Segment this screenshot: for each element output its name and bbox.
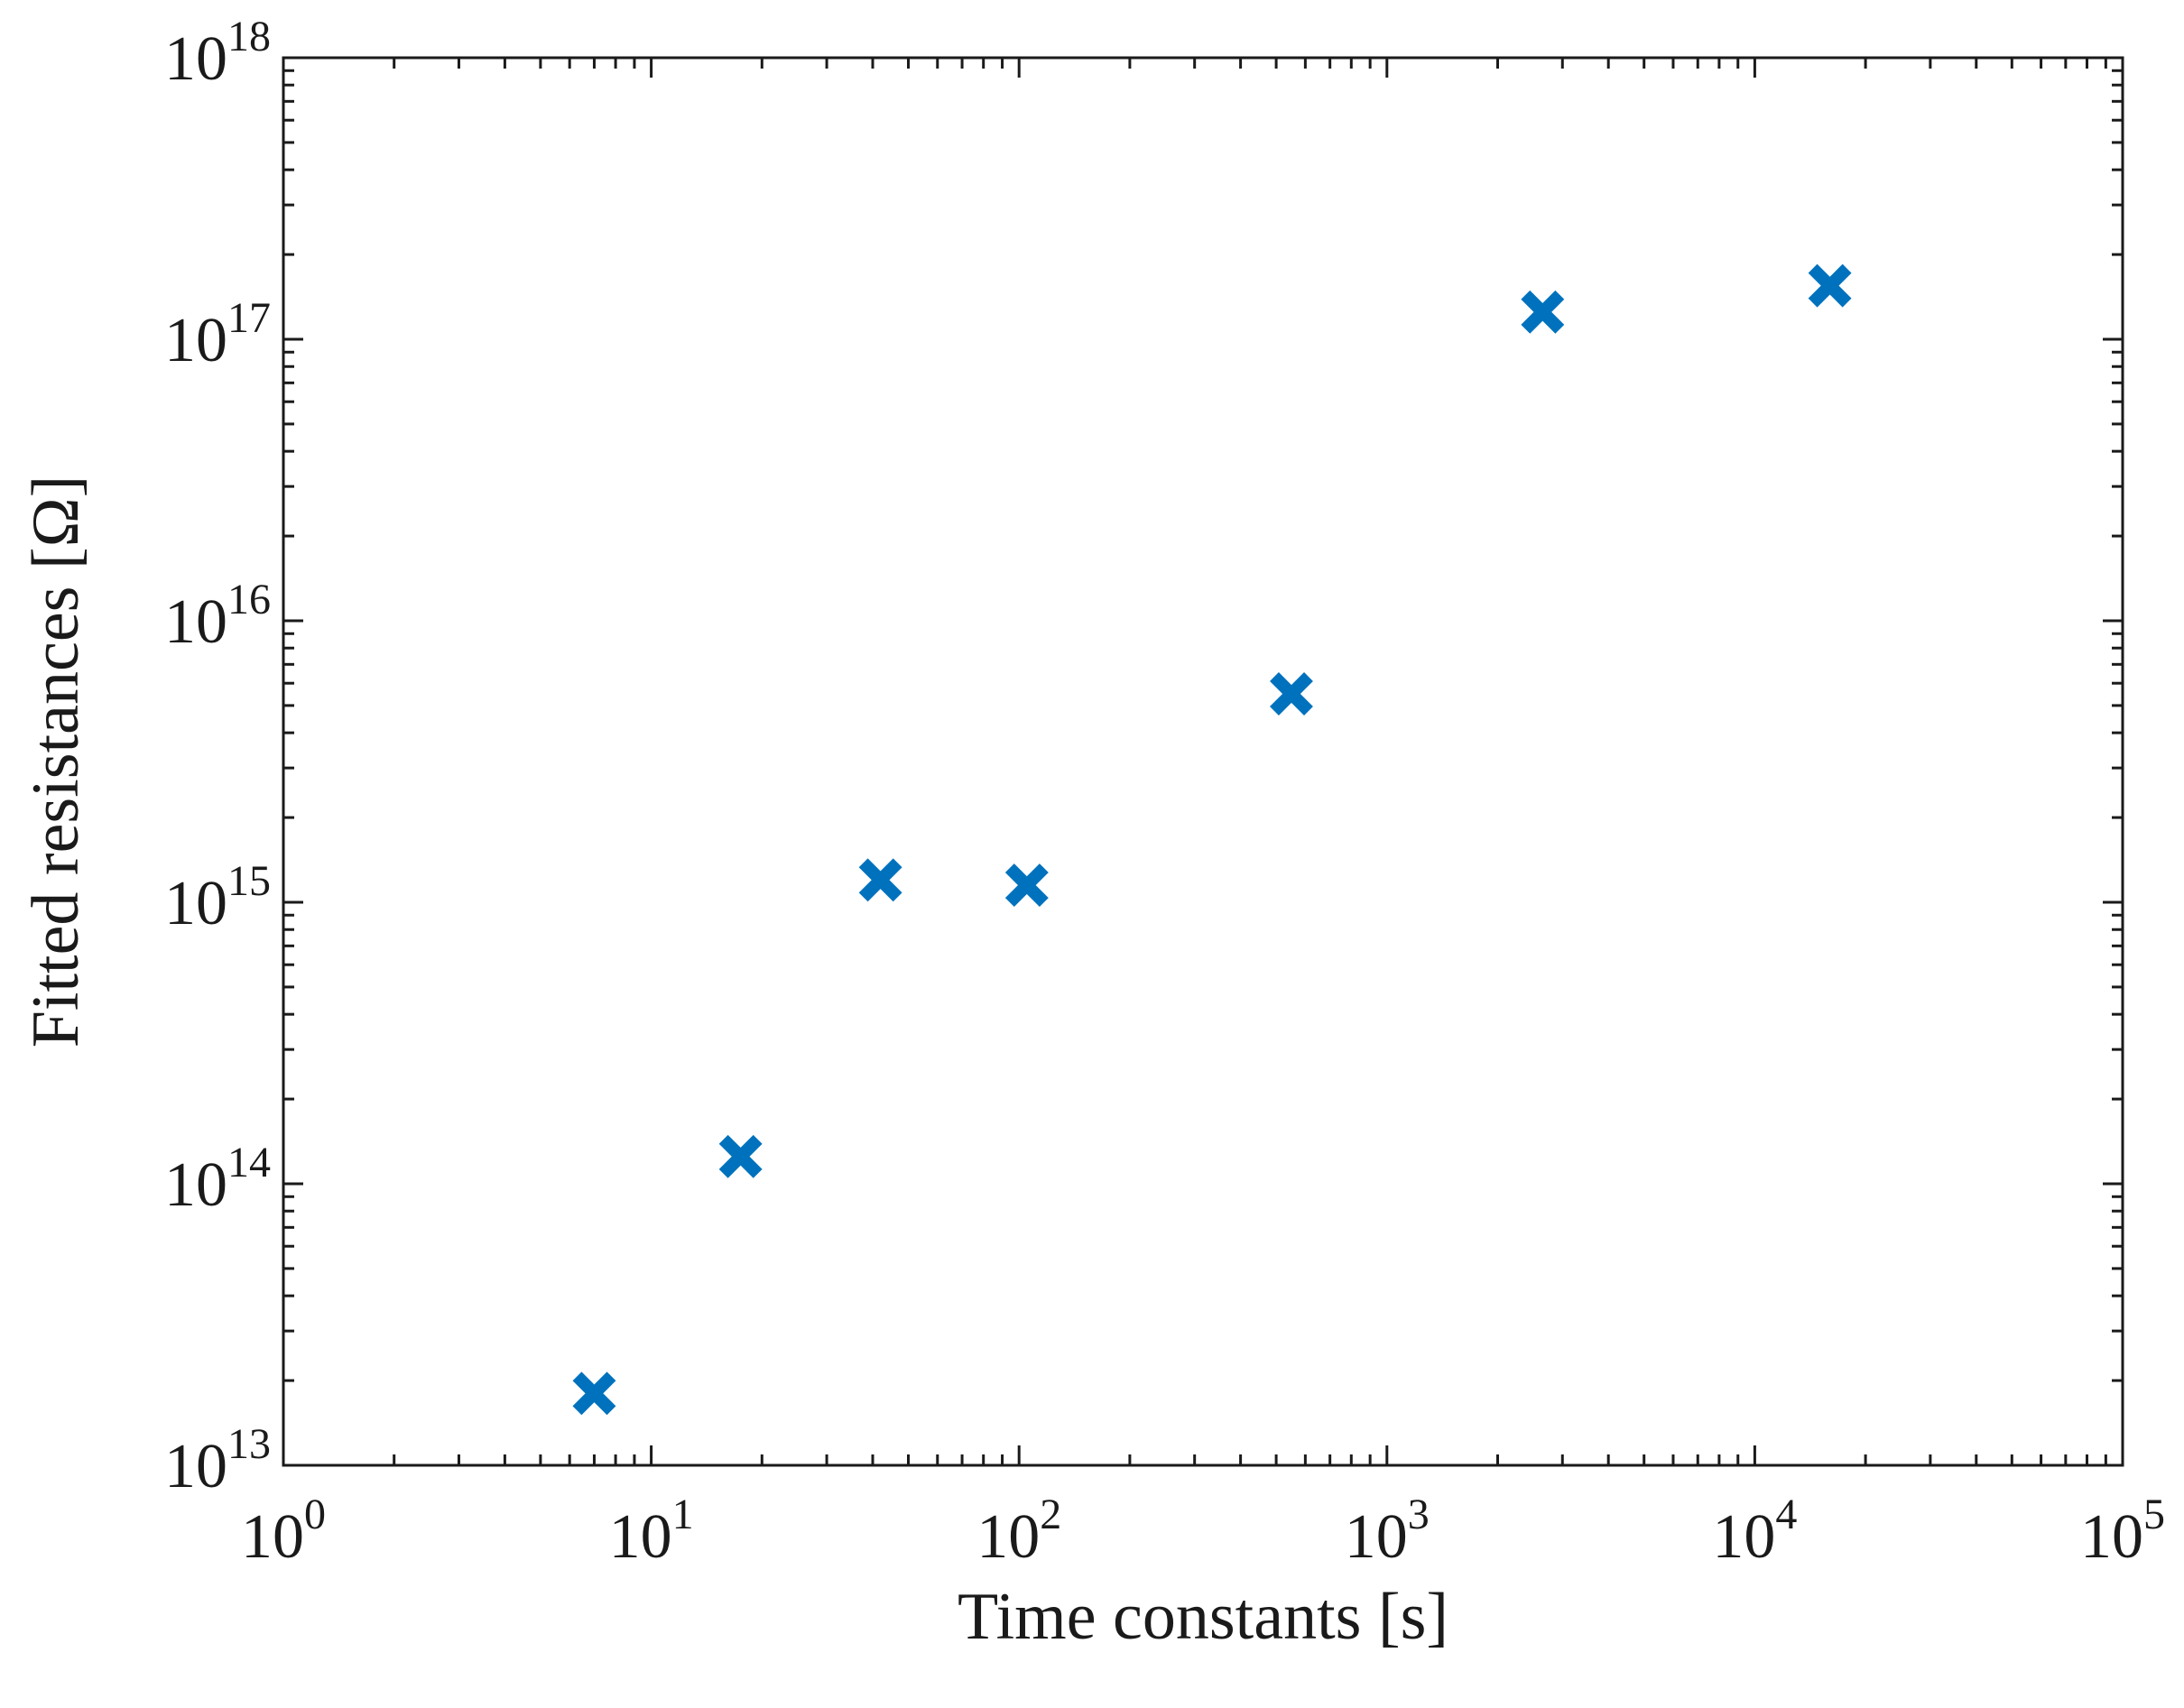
data-points: [572, 263, 1852, 1416]
x-tick-label: 102: [976, 1491, 1061, 1572]
y-tick-label: 1018: [164, 13, 271, 94]
axis-ticks: [282, 56, 2124, 1467]
x-tick-label: 103: [1345, 1491, 1430, 1572]
y-tick-label: 1016: [164, 576, 271, 657]
y-tick-label: 1017: [164, 294, 271, 375]
data-point-marker: [1808, 263, 1852, 308]
y-tick-label: 1013: [164, 1420, 271, 1501]
data-point-marker: [572, 1371, 616, 1416]
data-point-marker: [858, 858, 902, 902]
plot-area-frame: [282, 56, 2124, 1467]
y-tick-label: 1015: [164, 857, 271, 938]
x-tick-label: 100: [241, 1491, 326, 1572]
x-tick-label: 104: [1712, 1491, 1797, 1572]
data-point-marker: [718, 1134, 763, 1178]
data-point-marker: [1270, 672, 1313, 716]
data-point-marker: [1004, 863, 1049, 908]
x-tick-label: 105: [2080, 1491, 2165, 1572]
x-axis-label: Time constants [s]: [958, 1580, 1448, 1654]
y-axis-label: Fitted resistances [Ω]: [19, 475, 93, 1048]
x-tick-label: 101: [609, 1491, 694, 1572]
data-point-marker: [1521, 290, 1565, 334]
tick-labels: 100 101 102 103 104 105 1013 1014 1015 1016 1017 10…: [164, 13, 2165, 1572]
y-tick-label: 1014: [164, 1139, 271, 1220]
